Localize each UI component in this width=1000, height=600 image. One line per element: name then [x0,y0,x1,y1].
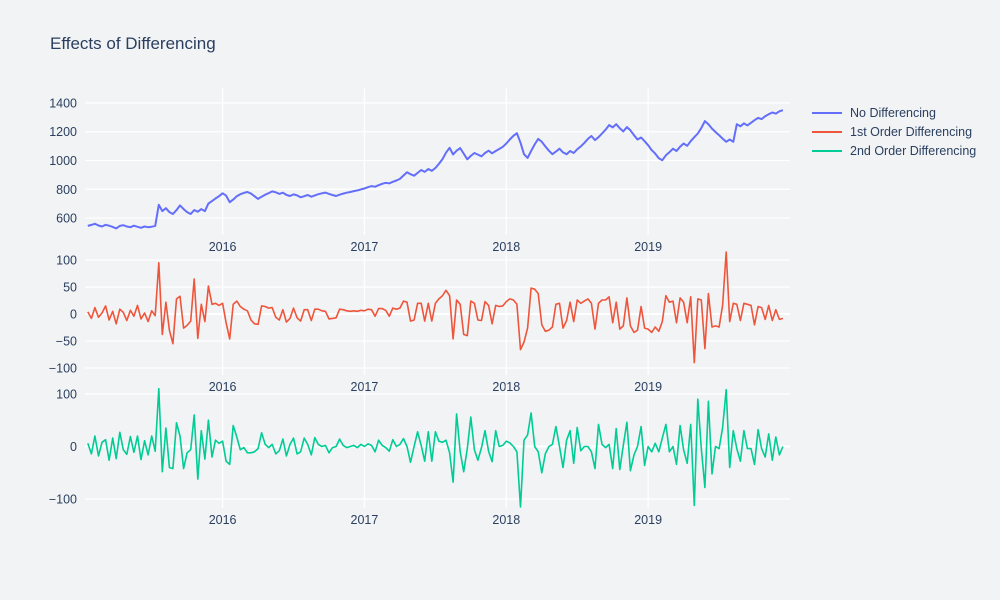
series-line-1[interactable] [87,251,784,364]
y-tick-label: −100 [49,493,77,507]
x-tick-label: 2019 [634,240,662,254]
legend-line-swatch-blue [812,112,842,114]
x-tick-label: 2019 [634,513,662,527]
y-tick-label: −50 [56,335,77,349]
y-tick-label: 50 [63,281,77,295]
x-tick-label: 2018 [492,240,520,254]
y-tick-label: 800 [56,183,77,197]
x-tick-label: 2018 [492,513,520,527]
y-tick-label: 100 [56,387,77,401]
legend-item-no-differencing[interactable]: No Differencing [812,106,976,120]
x-tick-label: 2016 [209,240,237,254]
y-tick-label: 0 [70,440,77,454]
y-tick-label: 0 [70,308,77,322]
y-tick-label: 600 [56,212,77,226]
x-tick-label: 2017 [351,240,379,254]
chart-title: Effects of Differencing [50,34,216,53]
legend-item-2nd-order-differencing[interactable]: 2nd Order Differencing [812,144,976,158]
y-tick-label: 1000 [49,154,77,168]
y-tick-label: 1400 [49,96,77,110]
legend-label: 1st Order Differencing [850,125,973,139]
y-tick-label: −100 [49,361,77,375]
x-tick-label: 2017 [351,513,379,527]
series-line-0[interactable] [87,109,784,230]
legend-label: 2nd Order Differencing [850,144,977,158]
legend: No Differencing 1st Order Differencing 2… [812,106,976,158]
x-tick-label: 2016 [209,513,237,527]
legend-item-1st-order-differencing[interactable]: 1st Order Differencing [812,125,976,139]
y-tick-label: 1200 [49,125,77,139]
legend-label: No Differencing [850,106,936,120]
series-line-2[interactable] [87,387,784,508]
y-tick-label: 100 [56,254,77,268]
legend-line-swatch-green [812,150,842,152]
legend-line-swatch-red [812,131,842,133]
